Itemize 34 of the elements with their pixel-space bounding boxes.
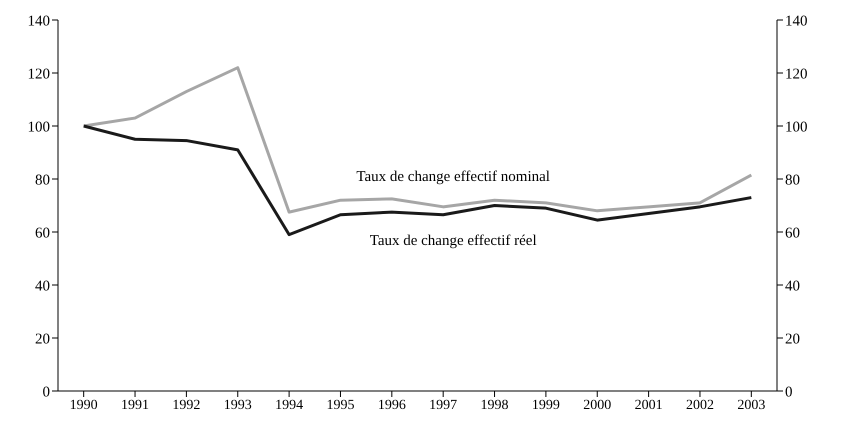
x-tick-label: 1998 <box>480 398 509 413</box>
y-tick-label: 60 <box>35 225 50 242</box>
x-tick-label: 2002 <box>686 398 714 413</box>
y2-tick-label: 120 <box>785 66 808 82</box>
x-tick-label: 1997 <box>429 398 458 413</box>
y2-tick-label: 0 <box>785 384 792 400</box>
y2-tick-label: 100 <box>785 119 808 136</box>
line-series <box>82 66 753 214</box>
x-tick-label: 1990 <box>70 398 98 413</box>
x-tick-label: 2003 <box>737 398 766 413</box>
x-tick-label: 1991 <box>121 398 150 413</box>
y-tick-label: 0 <box>42 384 50 400</box>
y2-tick-label: 20 <box>785 331 800 348</box>
y2-tick-label: 40 <box>785 278 800 294</box>
y-tick-label: 40 <box>35 278 50 294</box>
line-series <box>82 124 753 236</box>
y2-tick-label: 80 <box>785 172 800 188</box>
x-tick-label: 2001 <box>634 398 663 413</box>
y-tick-label: 100 <box>28 119 50 136</box>
x-tick-label: 1999 <box>532 398 560 413</box>
x-tick-label: 1995 <box>326 398 354 413</box>
x-tick-label: 1992 <box>172 398 200 413</box>
y2-tick-label: 140 <box>785 13 808 30</box>
y-tick-label: 20 <box>35 331 50 348</box>
y-tick-label: 140 <box>28 13 50 30</box>
x-tick-label: 1996 <box>378 398 406 413</box>
x-tick-label: 2000 <box>583 398 612 413</box>
y-tick-label: 80 <box>35 172 50 188</box>
x-tick-label: 1994 <box>275 398 304 413</box>
series-label: Taux de change effectif réel <box>370 232 537 249</box>
y-tick-label: 120 <box>28 66 50 82</box>
y2-tick-label: 60 <box>785 225 800 242</box>
x-tick-label: 1993 <box>224 398 252 413</box>
series-label: Taux de change effectif nominal <box>356 168 550 185</box>
